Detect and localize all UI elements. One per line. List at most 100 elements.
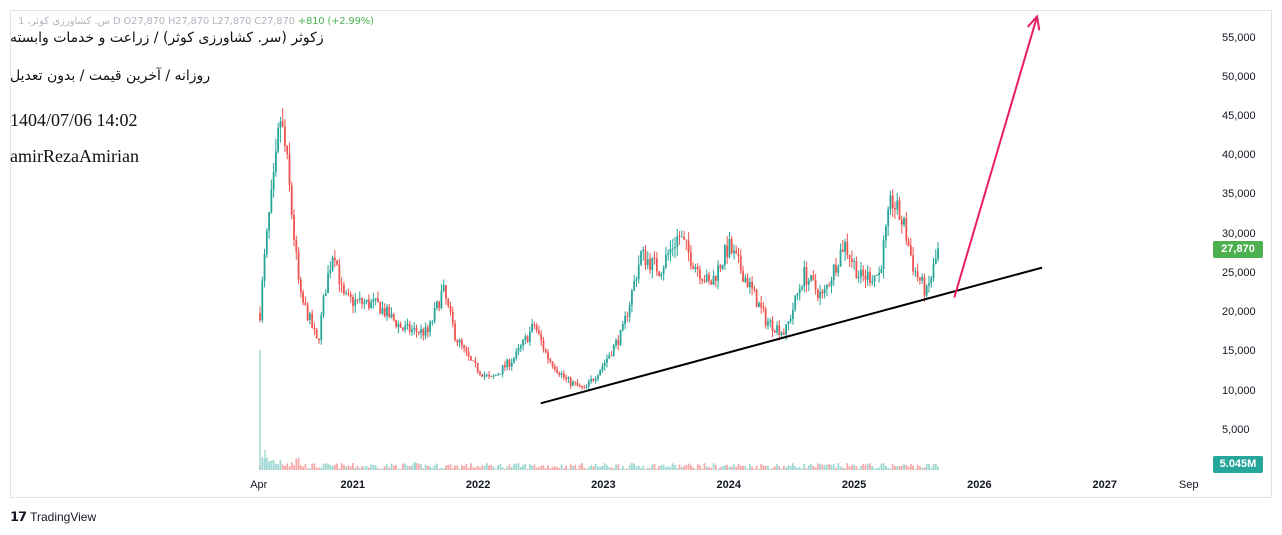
candle <box>306 302 309 322</box>
candle <box>460 337 463 350</box>
volume-bar <box>578 464 581 470</box>
volume-bar <box>773 466 776 470</box>
volume-bar <box>934 463 937 470</box>
volume-bar <box>642 465 645 470</box>
volume-bar <box>438 468 441 470</box>
volume-bar <box>513 463 515 470</box>
volume-bar <box>524 464 527 470</box>
volume-bar <box>807 465 810 470</box>
candle <box>556 366 558 374</box>
volume-bar <box>261 456 264 470</box>
volume-bar <box>313 463 316 470</box>
volume-bar <box>644 468 647 470</box>
candle <box>463 344 466 353</box>
volume-bar <box>646 467 649 470</box>
candle <box>365 299 368 305</box>
candle <box>771 316 774 338</box>
candle <box>367 294 370 311</box>
candle <box>467 347 470 361</box>
candle <box>383 303 386 318</box>
volume-bar <box>490 464 493 470</box>
candle <box>683 230 685 240</box>
candle <box>408 321 411 335</box>
volume-bar <box>884 465 887 470</box>
volume-bar <box>420 464 422 470</box>
candle <box>803 260 806 293</box>
candle <box>544 348 547 354</box>
candle <box>674 236 676 259</box>
volume-bar <box>869 463 871 470</box>
volume-bar <box>748 463 751 470</box>
candle <box>719 263 722 273</box>
volume-bar <box>687 463 690 470</box>
chart-subtitle: روزانه / آخرین قیمت / بدون تعدیل <box>10 68 211 84</box>
volume-bar <box>567 468 570 470</box>
candle <box>875 274 878 276</box>
candle <box>426 324 429 338</box>
candle <box>533 321 536 330</box>
volume-bar <box>422 468 425 470</box>
candle <box>744 274 747 284</box>
projection-arrow[interactable] <box>953 14 1041 298</box>
volume-bar <box>347 465 350 470</box>
volume-bar <box>415 463 418 470</box>
last-price-badge: 27,870 <box>1213 241 1263 258</box>
volume-bar <box>352 463 354 470</box>
candle <box>812 270 815 281</box>
volume-bar <box>916 464 919 470</box>
volume-bar <box>311 463 314 470</box>
candle <box>268 211 270 239</box>
volume-bar <box>905 464 908 470</box>
candle <box>699 265 701 285</box>
volume-bar <box>769 468 772 470</box>
candle <box>329 261 332 279</box>
candle <box>549 357 552 364</box>
volume-bar <box>440 467 443 470</box>
candle <box>887 206 890 236</box>
candle <box>363 298 366 310</box>
candle <box>730 236 733 255</box>
volume-bar <box>837 463 840 470</box>
candle <box>576 379 579 387</box>
candle <box>435 300 438 311</box>
volume-bar <box>449 464 452 470</box>
candle <box>304 296 307 306</box>
candle <box>787 321 790 331</box>
candle <box>671 238 674 257</box>
candle <box>610 350 613 357</box>
volume-bar <box>572 465 574 470</box>
volume-bar <box>501 467 504 470</box>
volume-bar <box>318 467 320 470</box>
volume-bar <box>907 466 910 470</box>
trendline[interactable] <box>540 266 1043 405</box>
volume-bar <box>914 468 917 470</box>
volume-bar <box>562 468 565 470</box>
candle <box>685 239 688 251</box>
volume-bar <box>764 465 767 470</box>
volume-bar <box>265 457 268 470</box>
tradingview-logo-icon: 𝟭𝟳 <box>10 509 27 524</box>
volume-bar <box>900 465 903 470</box>
volume-bar <box>701 468 704 470</box>
candle <box>263 248 266 288</box>
candle <box>590 375 592 384</box>
candle <box>916 263 919 282</box>
volume-bar <box>603 463 606 470</box>
candle <box>823 284 826 299</box>
volume-bar <box>399 468 402 470</box>
candle <box>665 246 667 270</box>
candle <box>592 378 595 383</box>
volume-bar <box>284 465 286 470</box>
volume-bar <box>476 465 479 470</box>
volume-bar <box>857 468 860 470</box>
candle <box>528 326 531 346</box>
tradingview-brand[interactable]: 𝟭𝟳 TradingView <box>10 509 96 525</box>
volume-bar <box>803 463 806 470</box>
volume-bar <box>739 465 742 470</box>
candle <box>596 374 599 382</box>
candle <box>513 356 515 364</box>
volume-bar <box>424 464 427 470</box>
volume-bar <box>406 465 409 470</box>
volume-bar <box>730 466 733 470</box>
